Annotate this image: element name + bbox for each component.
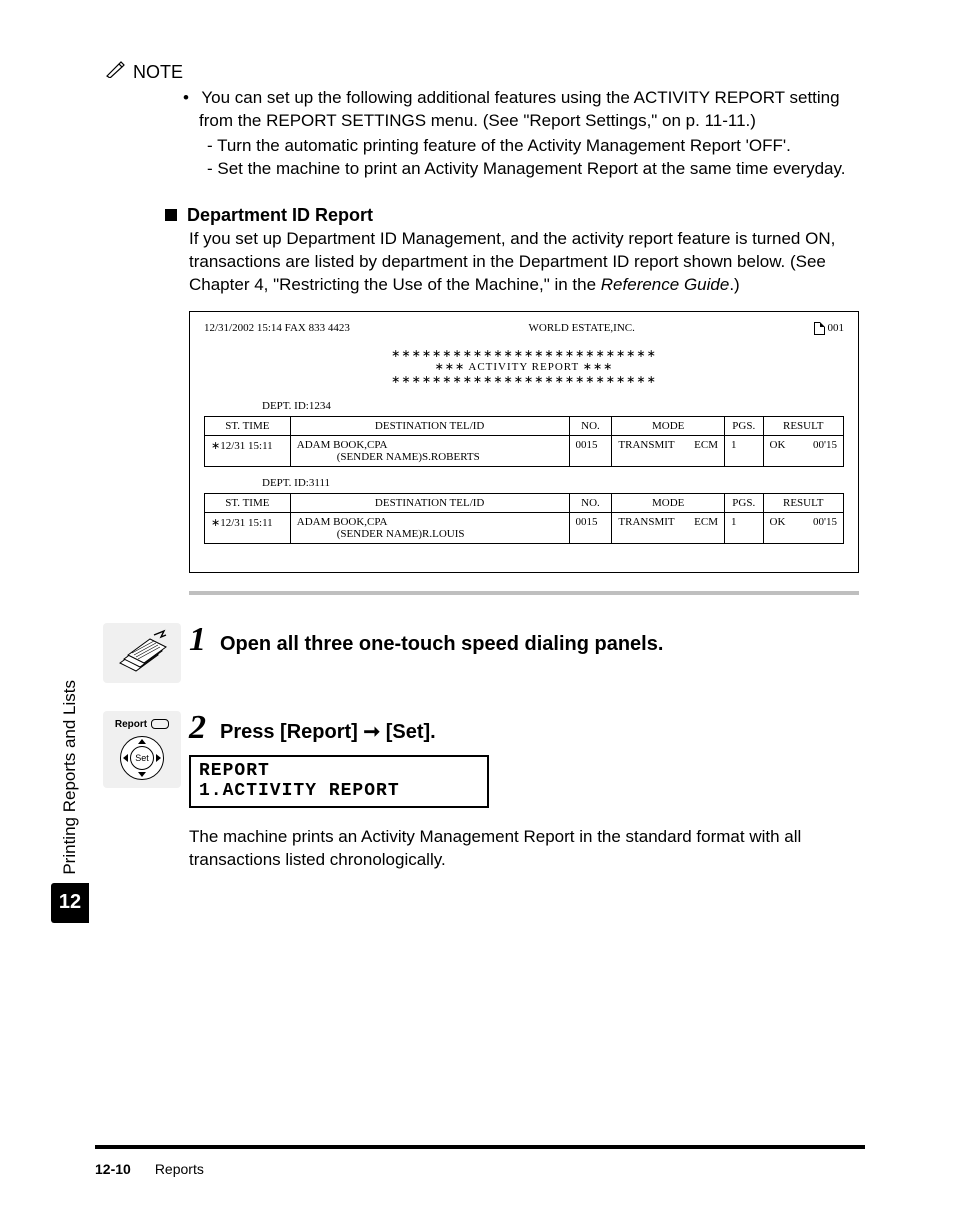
- report-dept-1: DEPT. ID:1234: [262, 400, 844, 412]
- button-slot-icon: [151, 719, 169, 729]
- col-mode: MODE: [612, 416, 725, 435]
- side-tab-label: Printing Reports and Lists: [60, 680, 80, 875]
- cell-res-a: OK: [770, 439, 786, 451]
- cell-pgs: 1: [725, 512, 764, 543]
- report-header-left: 12/31/2002 15:14 FAX 833 4423: [204, 322, 350, 335]
- col-result: RESULT: [763, 416, 843, 435]
- lcd-line1: REPORT: [199, 761, 479, 782]
- cell-result: OK 00'15: [763, 435, 843, 466]
- lcd-line2: 1.ACTIVITY REPORT: [199, 781, 479, 802]
- cell-mode: TRANSMIT ECM: [612, 512, 725, 543]
- col-dest: DESTINATION TEL/ID: [290, 493, 569, 512]
- step2-number: 2: [189, 711, 206, 745]
- cell-time: ∗12/31 15:11: [205, 435, 291, 466]
- step2-title-b: [Set].: [380, 721, 436, 743]
- cell-mode-a: TRANSMIT: [618, 439, 674, 451]
- step-2: Report Set 2 Press [Report] ➞ [Set]. REP…: [95, 711, 865, 872]
- cell-result: OK 00'15: [763, 512, 843, 543]
- side-tab-chapter: 12: [51, 883, 89, 923]
- lcd-display: REPORT 1.ACTIVITY REPORT: [189, 755, 489, 808]
- col-time: ST. TIME: [205, 493, 291, 512]
- cell-no: 0015: [569, 512, 612, 543]
- footer-section: Reports: [155, 1161, 204, 1177]
- cell-dest: ADAM BOOK,CPA (SENDER NAME)R.LOUIS: [290, 512, 569, 543]
- step2-icon-box: Report Set: [103, 711, 181, 788]
- note-header: NOTE: [105, 60, 865, 83]
- section-body-line1: If you set up Department ID Management, …: [189, 229, 835, 248]
- square-bullet-icon: [165, 209, 177, 221]
- table-row: ∗12/31 15:11 ADAM BOOK,CPA (SENDER NAME)…: [205, 435, 844, 466]
- report-button-label: Report: [115, 719, 147, 730]
- footer-rule: [95, 1145, 865, 1149]
- step2-title-a: Press [Report]: [220, 721, 363, 743]
- col-no: NO.: [569, 493, 612, 512]
- table-header-row: ST. TIME DESTINATION TEL/ID NO. MODE PGS…: [205, 416, 844, 435]
- col-dest: DESTINATION TEL/ID: [290, 416, 569, 435]
- report-table-2: ST. TIME DESTINATION TEL/ID NO. MODE PGS…: [204, 493, 844, 544]
- footer: 12-10 Reports: [95, 1161, 865, 1177]
- cell-res-a: OK: [770, 516, 786, 528]
- section-body-line3a: Chapter 4, "Restricting the Use of the M…: [189, 275, 601, 294]
- col-pgs: PGS.: [725, 416, 764, 435]
- cell-dest-name: ADAM BOOK,CPA: [297, 439, 388, 451]
- cell-mode-a: TRANSMIT: [618, 516, 674, 528]
- table-row: ∗12/31 15:11 ADAM BOOK,CPA (SENDER NAME)…: [205, 512, 844, 543]
- step2-body: The machine prints an Activity Managemen…: [189, 826, 829, 872]
- step1-number: 1: [189, 623, 206, 657]
- note-bullet-line2: from the REPORT SETTINGS menu. (See "Rep…: [199, 111, 756, 130]
- footer-page: 12-10: [95, 1161, 131, 1177]
- cell-sender: (SENDER NAME)R.LOUIS: [297, 528, 465, 540]
- section-heading: Department ID Report: [187, 205, 373, 226]
- note-bullet-line1: You can set up the following additional …: [201, 88, 839, 107]
- table-header-row: ST. TIME DESTINATION TEL/ID NO. MODE PGS…: [205, 493, 844, 512]
- step2-body-line2: transactions listed chronologically.: [189, 850, 446, 869]
- note-dash-1: Turn the automatic printing feature of t…: [217, 136, 791, 155]
- section-divider: [189, 591, 859, 595]
- cell-sender: (SENDER NAME)S.ROBERTS: [297, 451, 480, 463]
- step2-title: Press [Report] ➞ [Set].: [220, 719, 436, 744]
- step1-title: Open all three one-touch speed dialing p…: [220, 633, 663, 656]
- step-1: 1 Open all three one-touch speed dialing…: [95, 623, 865, 683]
- cell-dest-name: ADAM BOOK,CPA: [297, 516, 388, 528]
- cell-mode: TRANSMIT ECM: [612, 435, 725, 466]
- report-header-center: WORLD ESTATE,INC.: [529, 322, 635, 335]
- col-time: ST. TIME: [205, 416, 291, 435]
- cell-pgs: 1: [725, 435, 764, 466]
- section-body: If you set up Department ID Management, …: [189, 228, 865, 297]
- report-stars-bottom: ∗∗∗∗∗∗∗∗∗∗∗∗∗∗∗∗∗∗∗∗∗∗∗∗∗∗: [204, 373, 844, 386]
- cell-res-b: 00'15: [813, 439, 837, 451]
- note-dash-2: Set the machine to print an Activity Man…: [217, 159, 845, 178]
- cell-mode-b: ECM: [694, 439, 718, 451]
- section-body-line2: transactions are listed by department in…: [189, 252, 826, 271]
- report-dept-2: DEPT. ID:3111: [262, 477, 844, 489]
- activity-report-sample: 12/31/2002 15:14 FAX 833 4423 WORLD ESTA…: [189, 311, 859, 573]
- page-icon: [814, 322, 825, 335]
- report-button-icon: Report: [112, 719, 172, 730]
- report-page-no: 001: [828, 322, 845, 334]
- note-label: NOTE: [133, 62, 183, 83]
- col-mode: MODE: [612, 493, 725, 512]
- report-stars-top: ∗∗∗∗∗∗∗∗∗∗∗∗∗∗∗∗∗∗∗∗∗∗∗∗∗∗: [204, 347, 844, 360]
- set-control-icon: Set: [120, 736, 164, 780]
- section-body-line3b: .): [729, 275, 739, 294]
- panels-icon: [114, 629, 170, 677]
- side-tab: Printing Reports and Lists 12: [52, 680, 88, 923]
- step2-body-line1: The machine prints an Activity Managemen…: [189, 827, 801, 846]
- col-no: NO.: [569, 416, 612, 435]
- cell-dest: ADAM BOOK,CPA (SENDER NAME)S.ROBERTS: [290, 435, 569, 466]
- section-body-line3-ital: Reference Guide: [601, 275, 730, 294]
- section-heading-row: Department ID Report: [165, 205, 865, 226]
- cell-no: 0015: [569, 435, 612, 466]
- report-table-1: ST. TIME DESTINATION TEL/ID NO. MODE PGS…: [204, 416, 844, 467]
- report-title: ∗∗∗ ACTIVITY REPORT ∗∗∗: [204, 360, 844, 373]
- col-pgs: PGS.: [725, 493, 764, 512]
- cell-time: ∗12/31 15:11: [205, 512, 291, 543]
- set-control-label: Set: [130, 746, 154, 770]
- cell-res-b: 00'15: [813, 516, 837, 528]
- step1-icon-box: [103, 623, 181, 683]
- note-body: You can set up the following additional …: [183, 87, 865, 181]
- cell-mode-b: ECM: [694, 516, 718, 528]
- note-icon: [105, 60, 125, 83]
- col-result: RESULT: [763, 493, 843, 512]
